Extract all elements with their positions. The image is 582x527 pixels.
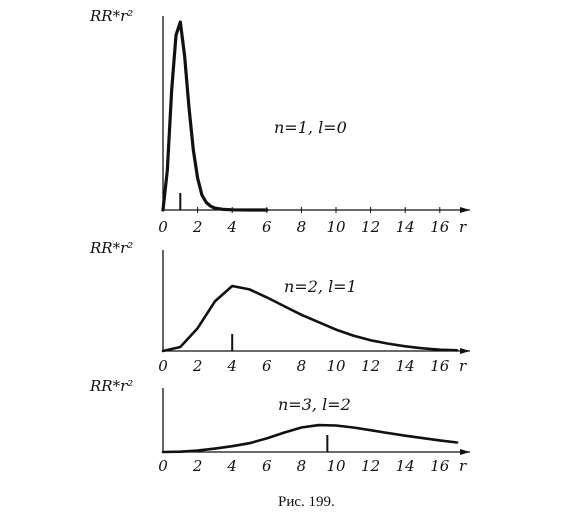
- y-axis-label: RR*r²: [89, 239, 133, 257]
- panel-n2-l1: RR*r² n=2, l=1 r 0 2 4 6 8 10 12 14 16: [89, 239, 470, 375]
- figure-caption: Рис. 199.: [278, 494, 335, 510]
- series-line: [161, 20, 269, 212]
- x-tick-label: 6: [262, 357, 272, 375]
- x-tick-label: 8: [297, 457, 307, 475]
- x-axis-arrow: [460, 449, 470, 455]
- x-tick-label: 0: [158, 457, 168, 475]
- x-tick-label: 8: [297, 357, 307, 375]
- x-tick-label: 16: [430, 218, 450, 236]
- state-annotation: n=1, l=0: [274, 118, 347, 137]
- panel-n1-l0: RR*r² n=1, l=0 r 0 2 4 6 8 10 12 14 16: [89, 7, 470, 236]
- x-tick-label: 12: [361, 457, 380, 475]
- x-tick-label: 4: [226, 457, 237, 475]
- y-axis-label: RR*r²: [89, 377, 133, 395]
- panel-n3-l2: RR*r² n=3, l=2 r 0 2 4 6 8 10 12 14 16: [89, 377, 470, 475]
- x-tick-label: 4: [226, 357, 237, 375]
- x-tick-label: 12: [361, 357, 380, 375]
- x-tick-label: 14: [396, 457, 415, 475]
- x-tick-label: 16: [430, 357, 450, 375]
- x-axis-label: r: [459, 357, 467, 375]
- x-tick-label: 16: [430, 457, 450, 475]
- x-tick-label: 10: [326, 457, 346, 475]
- x-tick-label: 14: [396, 357, 415, 375]
- x-axis-label: r: [459, 457, 467, 475]
- x-tick-label: 0: [158, 357, 168, 375]
- x-tick-label: 2: [192, 457, 203, 475]
- state-annotation: n=2, l=1: [284, 277, 357, 296]
- series-line: [161, 423, 459, 454]
- x-tick-label: 6: [262, 457, 272, 475]
- x-axis-label: r: [459, 218, 467, 236]
- x-tick-label: 6: [262, 218, 272, 236]
- x-tick-label: 14: [396, 218, 415, 236]
- x-tick-label: 10: [326, 357, 346, 375]
- x-tick-label: 8: [297, 218, 307, 236]
- y-axis-label: RR*r²: [89, 7, 133, 25]
- x-tick-label: 0: [158, 218, 168, 236]
- x-axis-arrow: [460, 348, 470, 354]
- state-annotation: n=3, l=2: [278, 395, 351, 414]
- x-tick-label: 12: [361, 218, 380, 236]
- series-line: [161, 284, 459, 353]
- x-axis-arrow: [460, 207, 470, 213]
- x-tick-label: 2: [192, 218, 203, 236]
- x-tick-label: 10: [326, 218, 346, 236]
- x-tick-label: 4: [226, 218, 237, 236]
- x-tick-label: 2: [192, 357, 203, 375]
